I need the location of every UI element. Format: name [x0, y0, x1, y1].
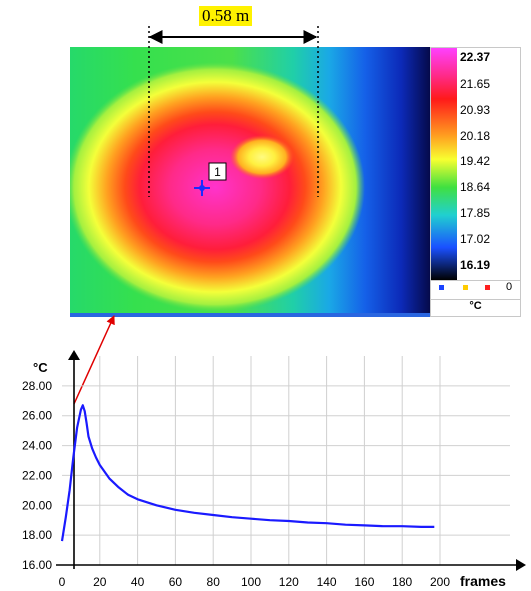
x-axis-title: frames [460, 573, 506, 589]
x-tick-label: 40 [131, 575, 145, 589]
scale-label: 17.85 [460, 206, 491, 220]
y-tick-label: 22.00 [22, 468, 52, 482]
x-tick-label: 140 [317, 575, 337, 589]
y-tick-label: 16.00 [22, 558, 52, 572]
scale-label: 20.18 [460, 129, 491, 143]
distance-label: 0.58 m [199, 6, 253, 26]
marker-red-icon [485, 285, 490, 290]
temperature-scale: 22.37 21.65 20.93 20.18 19.42 18.64 17.8… [430, 47, 521, 317]
y-axis-title: °C [33, 360, 48, 375]
thermal-heatmap: 1 [70, 47, 430, 317]
series-line [60, 404, 435, 542]
warm-spot [70, 62, 365, 312]
x-axis-arrow-icon [516, 559, 526, 571]
colorbar-gradient [431, 48, 457, 280]
chart-grid [62, 356, 510, 566]
thermal-image: 1 [70, 47, 430, 317]
x-tick-label: 20 [93, 575, 107, 589]
marker-row: 0 [431, 280, 520, 295]
y-axis-arrow-icon [68, 350, 80, 360]
spot-marker-label: 1 [214, 165, 221, 179]
y-tick-label: 18.00 [22, 528, 52, 542]
y-tick-label: 20.00 [22, 498, 52, 512]
hot-region [230, 135, 294, 179]
x-tick-label: 160 [354, 575, 374, 589]
scale-label: 17.02 [460, 232, 491, 246]
chart-axes [56, 350, 526, 571]
x-tick-label: 0 [59, 575, 66, 589]
scale-unit: °C [431, 299, 520, 316]
scale-label: 20.93 [460, 103, 491, 117]
x-tick-label: 180 [392, 575, 412, 589]
scale-label-min: 16.19 [460, 258, 491, 272]
scale-label-max: 22.37 [460, 50, 491, 64]
marker-value: 0 [506, 281, 513, 293]
x-tick-label: 60 [169, 575, 183, 589]
x-tick-label: 80 [207, 575, 221, 589]
temperature-chart: 0 20 40 60 80 100 120 140 160 180 200 16.00 18.00 20.… [22, 350, 526, 589]
scale-label: 19.42 [460, 154, 491, 168]
scale-label: 21.65 [460, 77, 491, 91]
x-tick-label: 200 [430, 575, 450, 589]
x-tick-label: 120 [279, 575, 299, 589]
scale-label: 18.64 [460, 180, 491, 194]
bottom-edge-strip [70, 313, 430, 317]
marker-yellow-icon [463, 285, 468, 290]
y-tick-label: 24.00 [22, 439, 52, 453]
x-tick-label: 100 [241, 575, 261, 589]
spot-marker[interactable]: 1 [194, 162, 227, 196]
y-tick-label: 26.00 [22, 409, 52, 423]
y-tick-label: 28.00 [22, 379, 52, 393]
marker-blue-icon [439, 285, 444, 290]
chart-series [60, 404, 435, 542]
chart-labels: 0 20 40 60 80 100 120 140 160 180 200 16.00 18.00 20.… [22, 360, 506, 589]
